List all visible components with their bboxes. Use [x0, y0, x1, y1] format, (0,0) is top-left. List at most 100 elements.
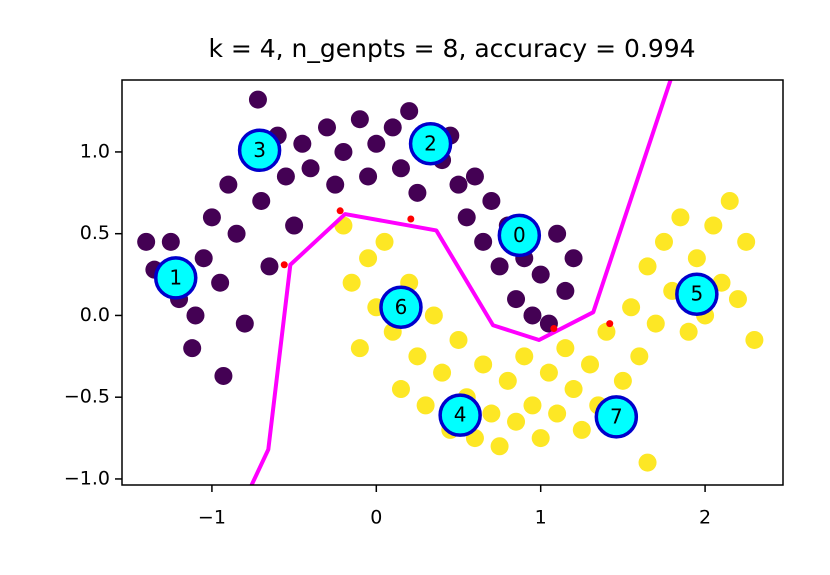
data-point	[490, 437, 509, 456]
data-point	[211, 273, 230, 292]
data-point	[474, 355, 493, 374]
y-tick-label: −0.5	[64, 386, 110, 408]
data-point	[613, 371, 632, 390]
data-point	[482, 404, 501, 423]
data-point	[449, 330, 468, 349]
data-point	[350, 110, 369, 129]
data-point	[474, 232, 493, 251]
data-point	[704, 216, 723, 235]
data-point	[252, 191, 271, 210]
data-point	[342, 273, 361, 292]
x-tick-label: 1	[535, 507, 547, 529]
data-point	[548, 224, 567, 243]
data-point	[424, 306, 443, 325]
data-point	[490, 257, 509, 276]
boundary-line	[249, 80, 673, 485]
axes: −1 0 1 2 −1.0 −0.5 0.0 0.5 1.0	[64, 140, 711, 528]
data-point	[728, 290, 747, 309]
data-point	[391, 159, 410, 178]
data-point	[515, 347, 534, 366]
data-point	[737, 232, 756, 251]
data-point	[671, 208, 690, 227]
centroid	[237, 128, 282, 173]
data-point	[687, 249, 706, 268]
data-point	[416, 396, 435, 415]
centroid-label: 2	[424, 131, 437, 155]
data-point	[214, 366, 233, 385]
axes-frame	[121, 79, 784, 486]
centroid	[408, 122, 453, 166]
data-point	[194, 249, 213, 268]
data-point	[359, 167, 378, 186]
generated-point	[336, 207, 344, 215]
data-point	[581, 355, 600, 374]
data-point	[630, 347, 649, 366]
data-point	[276, 167, 295, 186]
data-point	[531, 265, 550, 284]
data-point	[301, 159, 320, 178]
data-point	[498, 371, 517, 390]
data-point	[391, 380, 410, 399]
data-point	[720, 191, 739, 210]
generated-point	[280, 261, 288, 269]
data-point	[564, 380, 583, 399]
data-point	[597, 322, 616, 341]
data-point	[433, 363, 452, 382]
data-point	[638, 257, 657, 276]
data-point	[638, 453, 657, 472]
centroid	[594, 395, 639, 439]
data-point	[457, 208, 476, 227]
data-point	[367, 134, 386, 153]
data-point	[248, 90, 267, 109]
data-point	[359, 249, 378, 268]
centroid	[154, 256, 198, 300]
data-point	[465, 167, 484, 186]
data-point	[679, 322, 698, 341]
x-tick-label: 2	[699, 507, 711, 529]
data-point	[408, 347, 427, 366]
y-tick-label: 1.0	[80, 140, 110, 162]
data-point	[137, 232, 156, 251]
data-point	[293, 134, 312, 153]
data-point	[622, 298, 641, 317]
data-point	[235, 314, 254, 333]
plot-area: 0 1 2 3 4 5 6 7	[137, 80, 764, 485]
centroid-label: 6	[395, 295, 408, 319]
centroid	[438, 393, 482, 437]
data-point	[539, 363, 558, 382]
data-point	[260, 257, 279, 276]
data-point	[523, 396, 542, 415]
generated-point	[550, 325, 558, 333]
x-tick-label: 0	[370, 507, 382, 529]
data-point	[523, 306, 542, 325]
centroid-label: 3	[253, 138, 266, 162]
data-point	[186, 306, 205, 325]
data-point	[227, 224, 246, 243]
data-point	[383, 118, 402, 137]
centroid	[379, 285, 423, 330]
generated-point	[407, 215, 415, 223]
data-point	[745, 330, 764, 349]
chart-title: k = 4, n_genpts = 8, accuracy = 0.994	[208, 34, 695, 63]
data-point	[317, 118, 336, 137]
data-point	[326, 175, 345, 194]
data-point	[564, 249, 583, 268]
data-point	[572, 420, 591, 439]
data-point	[375, 232, 394, 251]
data-point	[482, 191, 501, 210]
data-point	[449, 175, 468, 194]
data-point	[408, 183, 427, 202]
data-point	[556, 281, 575, 300]
centroid	[675, 272, 719, 316]
centroid-label: 0	[513, 223, 526, 247]
x-tick-label: −1	[198, 507, 226, 529]
data-point	[161, 232, 180, 251]
data-point	[285, 216, 304, 235]
data-point	[219, 175, 238, 194]
centroid	[497, 213, 542, 258]
data-point	[556, 339, 575, 358]
data-point	[507, 290, 526, 309]
data-point	[202, 208, 221, 227]
centroid-label: 1	[169, 265, 182, 289]
